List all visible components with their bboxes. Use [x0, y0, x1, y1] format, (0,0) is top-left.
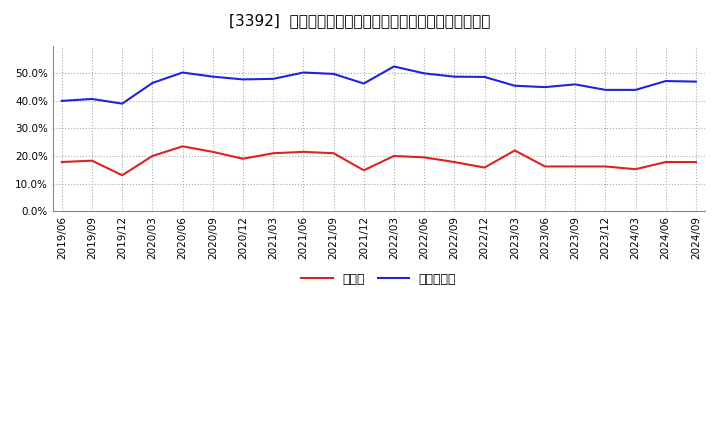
有利子負債	[601, 87, 610, 92]
有利子負債	[118, 101, 127, 106]
現頃金	[450, 159, 459, 165]
現頃金	[571, 164, 580, 169]
有利子負債	[450, 74, 459, 79]
現頃金	[692, 159, 701, 165]
有利子負債	[58, 98, 66, 103]
有利子負債	[480, 74, 489, 80]
有利子負債	[631, 87, 640, 92]
現頃金	[58, 159, 66, 165]
有利子負債	[541, 84, 549, 90]
有利子負債	[571, 82, 580, 87]
現頃金	[390, 154, 398, 159]
有利子負債	[179, 70, 187, 75]
Text: [3392]  現預金、有利子負債の総資産に対する比率の推移: [3392] 現預金、有利子負債の総資産に対する比率の推移	[229, 13, 491, 28]
有利子負債	[329, 71, 338, 77]
現頃金	[662, 159, 670, 165]
現頃金	[179, 144, 187, 149]
有利子負債	[88, 96, 96, 102]
Line: 現頃金: 現頃金	[62, 147, 696, 175]
現頃金	[118, 172, 127, 178]
現頃金	[299, 149, 307, 154]
現頃金	[329, 150, 338, 156]
有利子負債	[692, 79, 701, 84]
有利子負債	[148, 81, 157, 86]
現頃金	[148, 154, 157, 159]
現頃金	[480, 165, 489, 170]
有利子負債	[299, 70, 307, 75]
Legend: 現頃金, 有利子負債: 現頃金, 有利子負債	[297, 268, 462, 291]
有利子負債	[390, 64, 398, 69]
現頃金	[631, 167, 640, 172]
現頃金	[209, 149, 217, 154]
現頃金	[420, 155, 428, 160]
有利子負債	[662, 78, 670, 84]
現頃金	[601, 164, 610, 169]
現頃金	[88, 158, 96, 163]
Line: 有利子負債: 有利子負債	[62, 66, 696, 104]
有利子負債	[269, 76, 277, 81]
現頃金	[510, 148, 519, 153]
有利子負債	[359, 81, 368, 86]
現頃金	[541, 164, 549, 169]
現頃金	[269, 150, 277, 156]
現頃金	[238, 156, 247, 161]
有利子負債	[510, 83, 519, 88]
有利子負債	[209, 74, 217, 79]
有利子負債	[420, 71, 428, 76]
現頃金	[359, 168, 368, 173]
有利子負債	[238, 77, 247, 82]
